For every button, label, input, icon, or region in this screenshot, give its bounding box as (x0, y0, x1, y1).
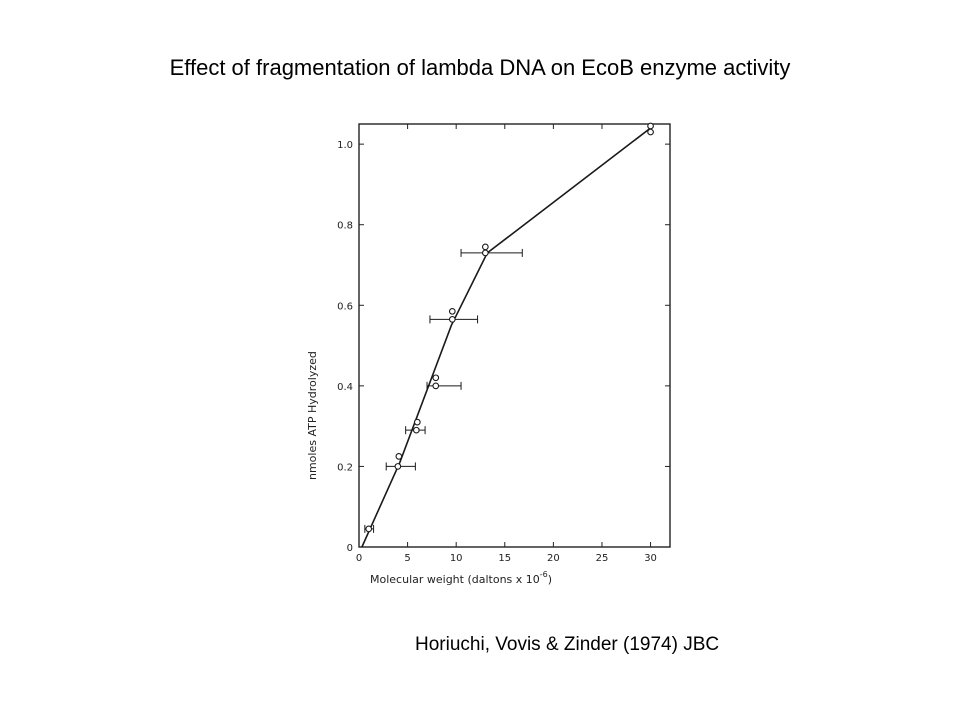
data-point (448, 316, 456, 323)
x-tick-label: 10 (450, 553, 463, 564)
x-tick-label: 20 (547, 553, 560, 564)
axis-ticks: 0 5 10 15 20 25 30 0 0.2 0.4 0.6 0.8 1.0 (337, 124, 670, 564)
y-tick-label: 0.8 (337, 221, 353, 232)
data-point (448, 307, 456, 315)
data-point (394, 463, 402, 470)
data-point (413, 418, 421, 426)
y-axis-label: nmoles ATP Hydrolyzed (306, 351, 319, 480)
data-point (365, 525, 373, 533)
series-line (361, 127, 652, 548)
series-group (361, 122, 654, 548)
y-tick-label: 0 (347, 543, 353, 554)
citation: Horiuchi, Vovis & Zinder (1974) JBC (415, 634, 720, 655)
plot-frame (358, 123, 671, 548)
data-point (481, 243, 489, 251)
data-point (412, 426, 420, 434)
y-tick-label: 1.0 (337, 140, 353, 151)
x-tick-label: 0 (356, 553, 362, 564)
x-tick-label: 5 (404, 553, 410, 564)
data-point (395, 453, 403, 460)
data-point (481, 249, 489, 257)
x-axis-label: Molecular weight (daltons x 10-6) (370, 570, 552, 586)
x-tick-label: 25 (596, 553, 609, 564)
data-point (432, 382, 440, 390)
data-point (647, 128, 654, 136)
data-point (647, 122, 654, 130)
y-tick-label: 0.4 (337, 382, 353, 393)
x-tick-label: 15 (498, 553, 511, 564)
data-point (432, 374, 440, 382)
y-tick-label: 0.2 (337, 462, 353, 473)
x-tick-label: 30 (644, 553, 657, 564)
slide-title: Effect of fragmentation of lambda DNA on… (169, 55, 791, 80)
y-tick-label: 0.6 (337, 301, 353, 312)
